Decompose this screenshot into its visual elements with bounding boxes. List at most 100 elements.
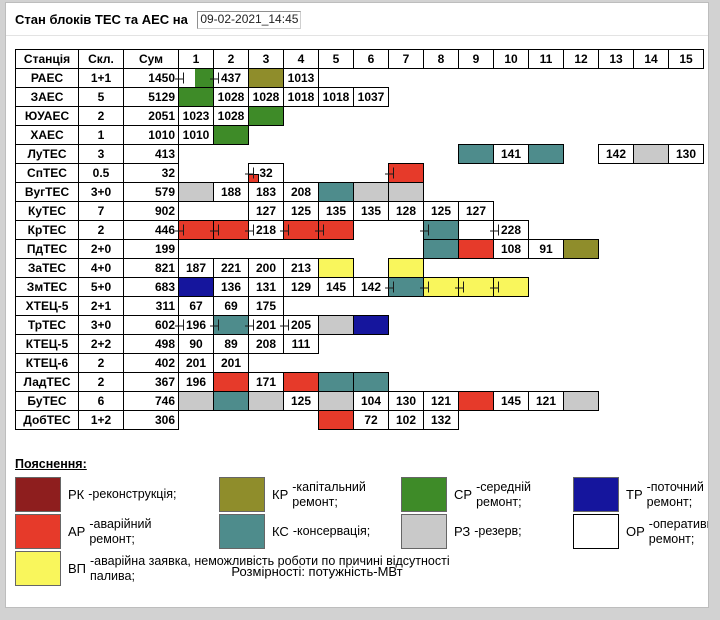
unit-power-value: 187 — [185, 261, 207, 276]
unit-power-value: 171 — [255, 375, 277, 390]
empty-cell — [389, 240, 424, 259]
empty-cell — [669, 164, 704, 183]
col-header: 5 — [318, 49, 354, 70]
col-header: 4 — [283, 49, 319, 70]
unit-cell: 127 — [458, 201, 494, 222]
empty-cell — [179, 411, 214, 430]
legend-text: -аварійний ремонт; — [89, 516, 152, 546]
empty-cell — [529, 335, 564, 354]
station-name: КТЕЦ-6 — [15, 353, 79, 374]
empty-cell — [634, 69, 669, 88]
datetime-input[interactable]: 09-02-2021_14:45 — [197, 11, 302, 29]
unit-cell: 91 — [528, 239, 564, 260]
legend-title: Пояснення: — [15, 457, 87, 472]
station-sum: 446 — [123, 220, 179, 241]
empty-cell — [459, 221, 494, 240]
empty-cell — [669, 354, 704, 373]
unit-cell: 1018 — [318, 87, 354, 108]
empty-cell — [669, 278, 704, 297]
empty-cell — [389, 335, 424, 354]
unit-power-value: 183 — [255, 185, 277, 200]
table-row: ВугТЕС 3+0 579 188 183 208 — [15, 182, 704, 203]
empty-cell — [634, 392, 669, 411]
unit-cell: 131 — [248, 277, 284, 298]
legend-swatch-СР — [401, 477, 447, 513]
unit-cell: 213 — [283, 258, 319, 279]
empty-cell — [529, 107, 564, 126]
unit-cell — [458, 391, 494, 412]
empty-cell — [634, 202, 669, 221]
empty-cell — [669, 183, 704, 202]
station-name: ЗАЕС — [15, 87, 79, 108]
unit-power-value: 218 — [255, 223, 277, 238]
legend-text: -аварійна заявка, неможливість роботи по… — [90, 553, 450, 583]
unit-cell — [175, 68, 214, 89]
empty-cell — [424, 335, 459, 354]
empty-cell — [599, 278, 634, 297]
empty-cell — [424, 316, 459, 335]
table-row: ЗАЕС 5 5129 1028 1028 1018 1018 1037 — [15, 87, 704, 108]
empty-cell — [634, 335, 669, 354]
station-composition: 2 — [78, 353, 124, 374]
empty-cell — [634, 107, 669, 126]
unit-cell — [315, 220, 354, 241]
unit-cell: 196 — [178, 372, 214, 393]
empty-cell — [284, 411, 319, 430]
unit-power-value: 142 — [360, 280, 382, 295]
unit-cell: 102 — [388, 410, 424, 431]
unit-power-value: 121 — [430, 394, 452, 409]
empty-cell — [599, 88, 634, 107]
empty-cell — [284, 145, 319, 164]
station-composition: 2 — [78, 372, 124, 393]
empty-cell — [424, 88, 459, 107]
empty-cell — [459, 335, 494, 354]
empty-cell — [669, 240, 704, 259]
empty-cell — [634, 373, 669, 392]
empty-cell — [424, 259, 459, 278]
empty-cell — [389, 88, 424, 107]
unit-power-value: 135 — [360, 204, 382, 219]
empty-cell — [564, 354, 599, 373]
unit-cell: 104 — [353, 391, 389, 412]
station-sum: 746 — [123, 391, 179, 412]
empty-cell — [634, 183, 669, 202]
unit-cell — [283, 372, 319, 393]
legend-swatch-АР — [15, 514, 61, 550]
station-composition: 7 — [78, 201, 124, 222]
unit-cell — [318, 372, 354, 393]
unit-power-value: 127 — [465, 204, 487, 219]
empty-cell — [424, 354, 459, 373]
empty-cell — [494, 335, 529, 354]
unit-cell: 130 — [388, 391, 424, 412]
unit-power-value: 130 — [675, 147, 697, 162]
unit-cell: 187 — [178, 258, 214, 279]
legend-item: РК -реконструкція; — [15, 477, 482, 513]
unit-power-value: 132 — [430, 413, 452, 428]
unit-cell: 221 — [213, 258, 249, 279]
unit-cell: 171 — [248, 372, 284, 393]
unit-cell: 135 — [353, 201, 389, 222]
station-name: БуТЕС — [15, 391, 79, 412]
station-composition: 2+1 — [78, 296, 124, 317]
unit-cell — [633, 144, 669, 165]
table-row: КуТЕС 7 902 127 125 135 135 128 125 127 — [15, 201, 704, 222]
empty-cell — [634, 221, 669, 240]
empty-cell — [424, 373, 459, 392]
empty-cell — [634, 88, 669, 107]
unit-cell: 136 — [213, 277, 249, 298]
table-row: ХТЕЦ-5 2+1 311 67 69 175 — [15, 296, 704, 317]
empty-cell — [354, 221, 389, 240]
unit-cell — [248, 391, 284, 412]
station-name: ЗаТЕС — [15, 258, 79, 279]
empty-cell — [319, 354, 354, 373]
empty-cell — [564, 373, 599, 392]
empty-cell — [564, 164, 599, 183]
empty-cell — [284, 126, 319, 145]
unit-cell — [423, 239, 459, 260]
empty-cell — [494, 164, 529, 183]
station-sum: 402 — [123, 353, 179, 374]
station-sum: 32 — [123, 163, 179, 184]
empty-cell — [389, 69, 424, 88]
empty-cell — [529, 126, 564, 145]
unit-cell — [420, 220, 459, 241]
